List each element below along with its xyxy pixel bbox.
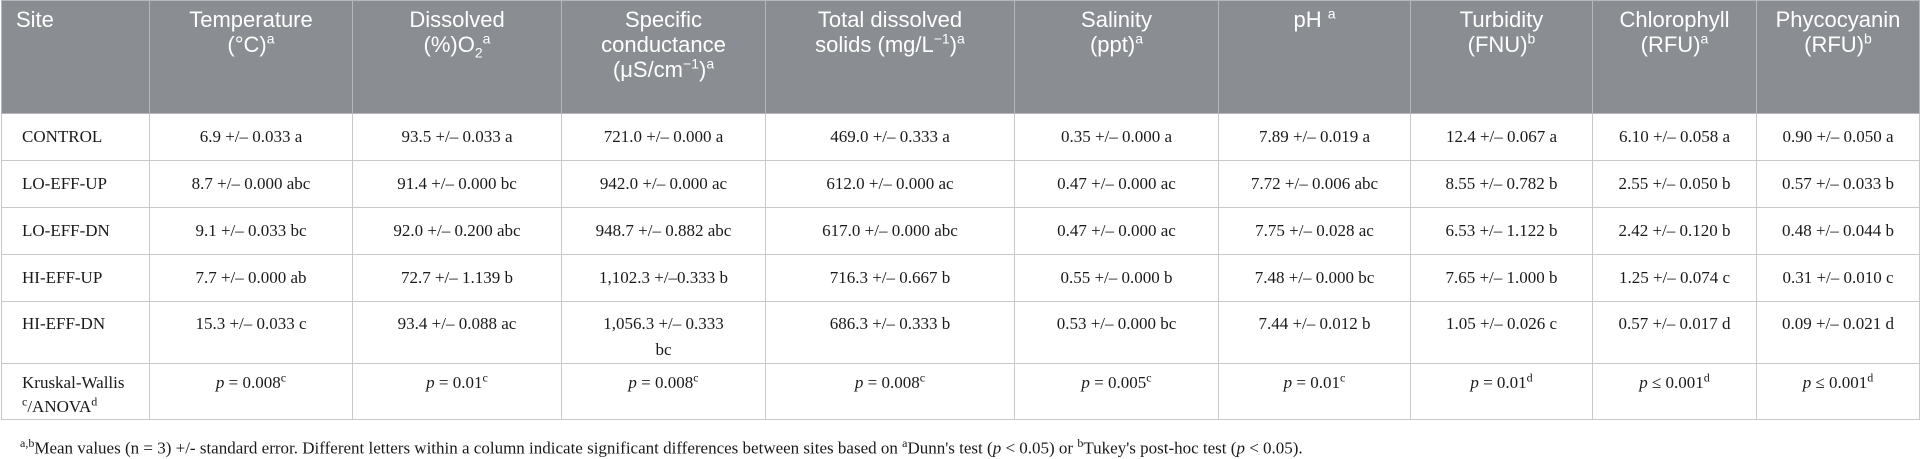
- cell-temperature: 7.7 +/– 0.000 ab: [149, 254, 353, 302]
- cell-stats-salinity: p = 0.005c: [1014, 363, 1219, 420]
- cell-stats-dissolved-oxygen: p = 0.01c: [352, 363, 562, 420]
- cell-total-dissolved-solids: 469.0 +/– 0.333 a: [765, 113, 1015, 161]
- cell-specific-conductance: 1,056.3 +/– 0.333 bc: [561, 301, 766, 364]
- header-ph: pH a: [1218, 0, 1411, 114]
- header-total-dissolved-solids: Total dissolved solids (mg/L−1)a: [765, 0, 1015, 114]
- cell-stats-ph: p = 0.01c: [1218, 363, 1411, 420]
- cell-turbidity: 12.4 +/– 0.067 a: [1410, 113, 1593, 161]
- cell-phycocyanin: 0.31 +/– 0.010 c: [1756, 254, 1920, 302]
- cell-salinity: 0.55 +/– 0.000 b: [1014, 254, 1219, 302]
- table-row: HI-EFF-DN 15.3 +/– 0.033 c 93.4 +/– 0.08…: [1, 301, 1920, 364]
- cell-dissolved-oxygen: 93.4 +/– 0.088 ac: [352, 301, 562, 364]
- cell-salinity: 0.35 +/– 0.000 a: [1014, 113, 1219, 161]
- header-salinity: Salinity (ppt)a: [1014, 0, 1219, 114]
- header-turbidity: Turbidity (FNU)b: [1410, 0, 1593, 114]
- cell-ph: 7.72 +/– 0.006 abc: [1218, 160, 1411, 208]
- cell-temperature: 8.7 +/– 0.000 abc: [149, 160, 353, 208]
- cell-ph: 7.48 +/– 0.000 bc: [1218, 254, 1411, 302]
- stats-row: Kruskal-Wallis c/ANOVAd p = 0.008c p = 0.…: [1, 363, 1920, 420]
- cell-dissolved-oxygen: 92.0 +/– 0.200 abc: [352, 207, 562, 255]
- cell-stats-total-dissolved-solids: p = 0.008c: [765, 363, 1015, 420]
- cell-phycocyanin: 0.90 +/– 0.050 a: [1756, 113, 1920, 161]
- data-table: Site Temperature (°C)a Dissolved (%)O2a Sp…: [1, 0, 1920, 420]
- cell-site: HI-EFF-UP: [1, 254, 150, 302]
- header-dissolved-oxygen: Dissolved (%)O2a: [352, 0, 562, 114]
- cell-dissolved-oxygen: 93.5 +/– 0.033 a: [352, 113, 562, 161]
- cell-temperature: 15.3 +/– 0.033 c: [149, 301, 353, 364]
- cell-chlorophyll: 1.25 +/– 0.074 c: [1592, 254, 1757, 302]
- cell-ph: 7.44 +/– 0.012 b: [1218, 301, 1411, 364]
- cell-specific-conductance: 942.0 +/– 0.000 ac: [561, 160, 766, 208]
- cell-specific-conductance: 1,102.3 +/–0.333 b: [561, 254, 766, 302]
- cell-salinity: 0.47 +/– 0.000 ac: [1014, 207, 1219, 255]
- cell-total-dissolved-solids: 686.3 +/– 0.333 b: [765, 301, 1015, 364]
- cell-turbidity: 7.65 +/– 1.000 b: [1410, 254, 1593, 302]
- table-row: HI-EFF-UP 7.7 +/– 0.000 ab 72.7 +/– 1.13…: [1, 254, 1920, 302]
- table-body: CONTROL 6.9 +/– 0.033 a 93.5 +/– 0.033 a…: [1, 113, 1920, 420]
- header-phycocyanin: Phycocyanin (RFU)b: [1756, 0, 1920, 114]
- cell-site: LO-EFF-DN: [1, 207, 150, 255]
- cell-dissolved-oxygen: 91.4 +/– 0.000 bc: [352, 160, 562, 208]
- cell-dissolved-oxygen: 72.7 +/– 1.139 b: [352, 254, 562, 302]
- cell-stats-label: Kruskal-Wallis c/ANOVAd: [1, 363, 150, 420]
- cell-salinity: 0.47 +/– 0.000 ac: [1014, 160, 1219, 208]
- header-temperature: Temperature (°C)a: [149, 0, 353, 114]
- cell-total-dissolved-solids: 617.0 +/– 0.000 abc: [765, 207, 1015, 255]
- cell-site: LO-EFF-UP: [1, 160, 150, 208]
- header-chlorophyll: Chlorophyll (RFU)a: [1592, 0, 1757, 114]
- cell-turbidity: 1.05 +/– 0.026 c: [1410, 301, 1593, 364]
- cell-total-dissolved-solids: 612.0 +/– 0.000 ac: [765, 160, 1015, 208]
- cell-ph: 7.89 +/– 0.019 a: [1218, 113, 1411, 161]
- cell-turbidity: 6.53 +/– 1.122 b: [1410, 207, 1593, 255]
- header-site: Site: [1, 0, 150, 114]
- table-row: LO-EFF-DN 9.1 +/– 0.033 bc 92.0 +/– 0.20…: [1, 207, 1920, 255]
- cell-stats-specific-conductance: p = 0.008c: [561, 363, 766, 420]
- cell-chlorophyll: 6.10 +/– 0.058 a: [1592, 113, 1757, 161]
- cell-phycocyanin: 0.48 +/– 0.044 b: [1756, 207, 1920, 255]
- cell-stats-chlorophyll: p ≤ 0.001d: [1592, 363, 1757, 420]
- table-header: Site Temperature (°C)a Dissolved (%)O2a Sp…: [1, 0, 1920, 114]
- table-row: CONTROL 6.9 +/– 0.033 a 93.5 +/– 0.033 a…: [1, 113, 1920, 161]
- cell-chlorophyll: 2.55 +/– 0.050 b: [1592, 160, 1757, 208]
- cell-chlorophyll: 0.57 +/– 0.017 d: [1592, 301, 1757, 364]
- table-row: LO-EFF-UP 8.7 +/– 0.000 abc 91.4 +/– 0.0…: [1, 160, 1920, 208]
- cell-stats-turbidity: p = 0.01d: [1410, 363, 1593, 420]
- cell-site: CONTROL: [1, 113, 150, 161]
- cell-chlorophyll: 2.42 +/– 0.120 b: [1592, 207, 1757, 255]
- cell-phycocyanin: 0.09 +/– 0.021 d: [1756, 301, 1920, 364]
- header-row: Site Temperature (°C)a Dissolved (%)O2a Sp…: [1, 0, 1920, 114]
- cell-specific-conductance: 948.7 +/– 0.882 abc: [561, 207, 766, 255]
- cell-specific-conductance: 721.0 +/– 0.000 a: [561, 113, 766, 161]
- cell-temperature: 9.1 +/– 0.033 bc: [149, 207, 353, 255]
- cell-stats-temperature: p = 0.008c: [149, 363, 353, 420]
- header-specific-conductance: Specific conductance (μS/cm−1)a: [561, 0, 766, 114]
- cell-ph: 7.75 +/– 0.028 ac: [1218, 207, 1411, 255]
- cell-temperature: 6.9 +/– 0.033 a: [149, 113, 353, 161]
- table-footnote: a,bMean values (n = 3) +/- standard erro…: [20, 436, 1303, 458]
- cell-stats-phycocyanin: p ≤ 0.001d: [1756, 363, 1920, 420]
- cell-total-dissolved-solids: 716.3 +/– 0.667 b: [765, 254, 1015, 302]
- cell-site: HI-EFF-DN: [1, 301, 150, 364]
- cell-turbidity: 8.55 +/– 0.782 b: [1410, 160, 1593, 208]
- cell-salinity: 0.53 +/– 0.000 bc: [1014, 301, 1219, 364]
- cell-phycocyanin: 0.57 +/– 0.033 b: [1756, 160, 1920, 208]
